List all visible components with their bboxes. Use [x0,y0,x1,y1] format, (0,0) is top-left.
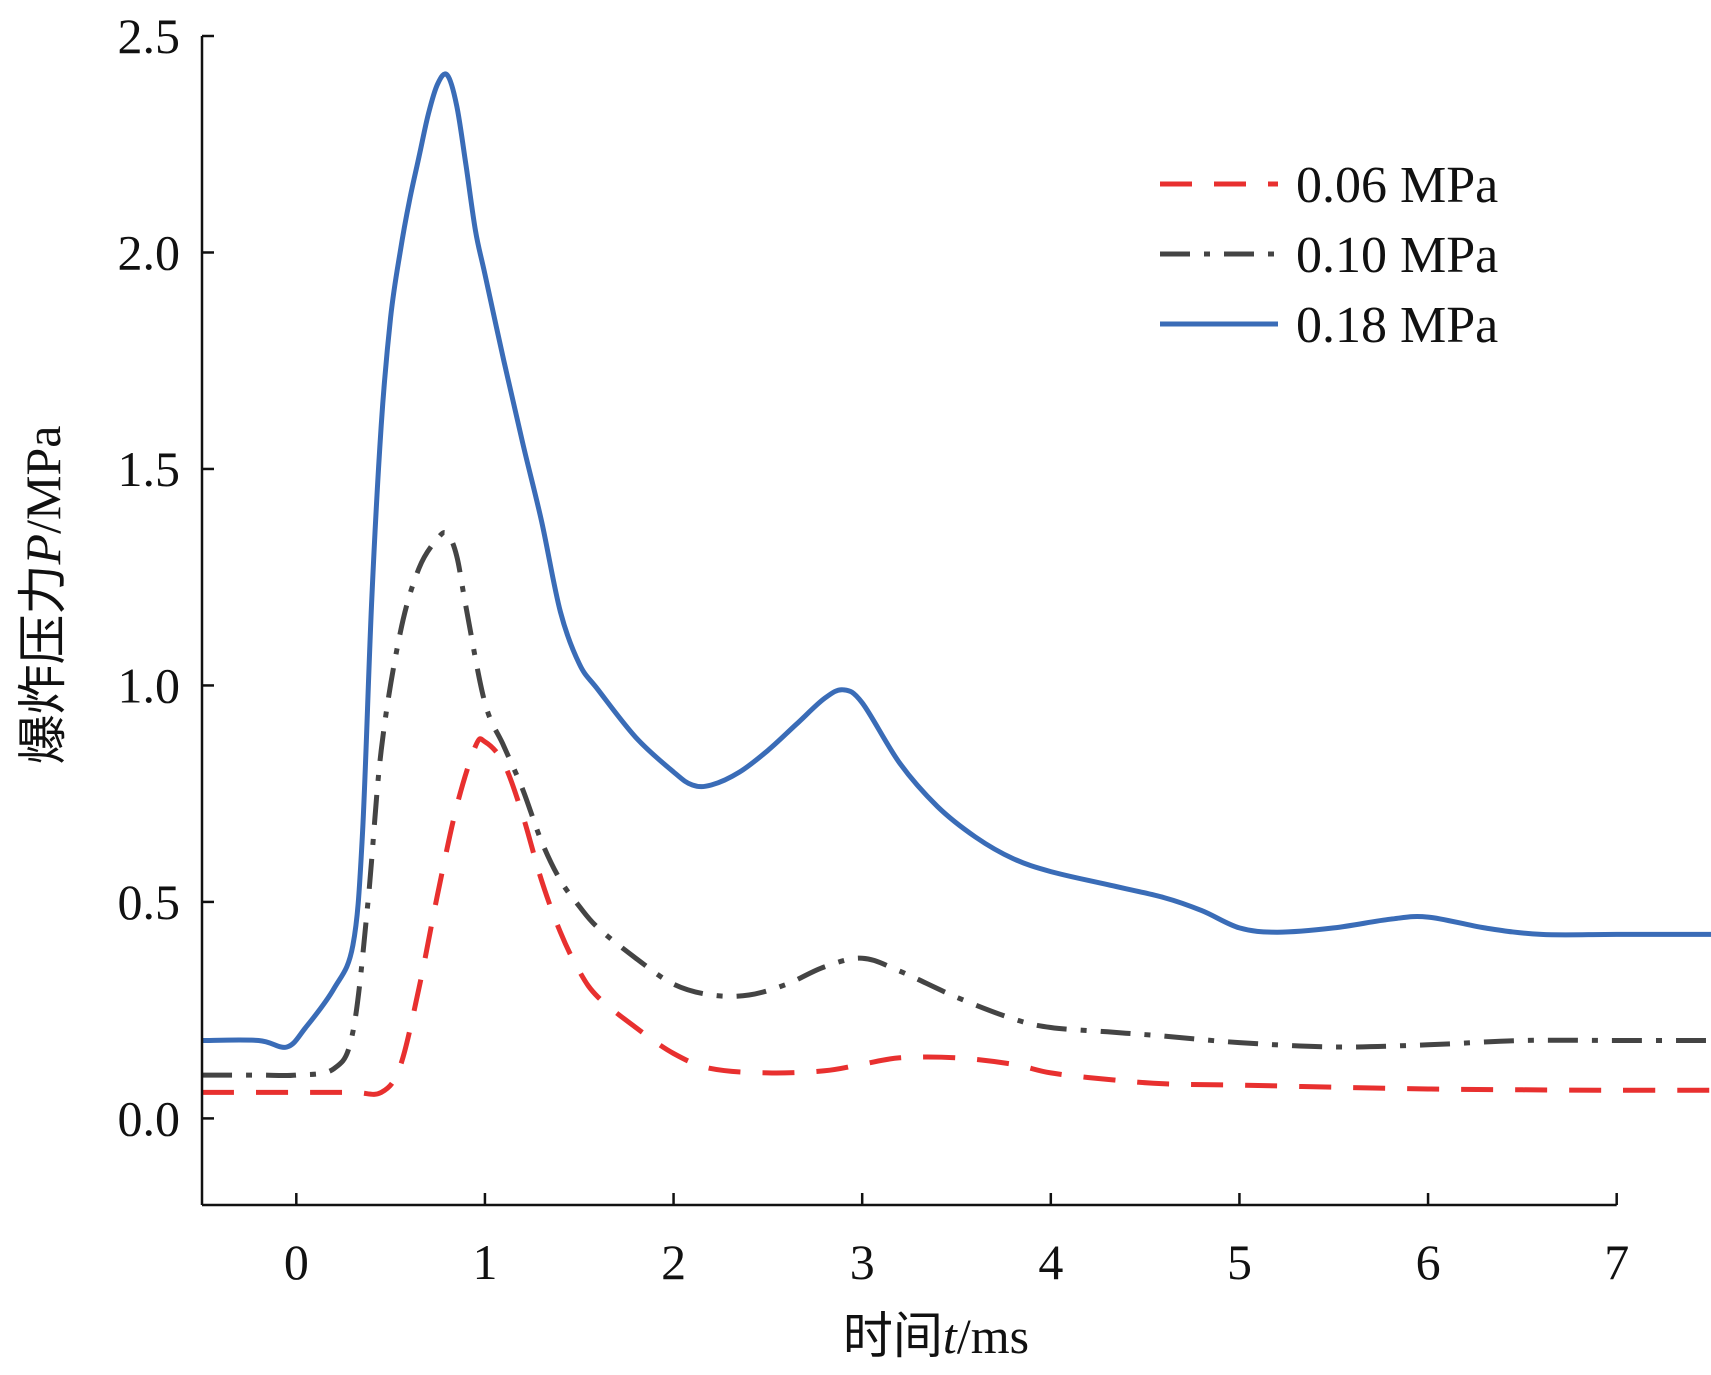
series-line-0-10-mpa [201,529,1711,1079]
axes: 0.0 0.5 1.0 1.5 2.0 2.5 0 1 2 3 4 5 6 7 [118,8,1630,1290]
y-tick-label: 0.0 [118,1090,181,1146]
y-tick-label: 0.5 [118,874,181,930]
series-line-0-06-mpa [202,736,1711,1097]
x-axis-title: 时间t/ms [843,1307,1029,1365]
x-tick-label: 2 [661,1234,686,1290]
x-axis-title-variable: t [943,1308,958,1364]
legend: 0.06 MPa 0.10 MPa 0.18 MPa [1160,157,1498,354]
legend-label: 0.10 MPa [1296,227,1498,284]
y-axis-title: 爆炸压力P/MPa [14,426,72,765]
y-tick-label: 2.0 [118,224,181,280]
x-axis-title-prefix: 时间 [843,1307,943,1365]
x-tick-label: 7 [1604,1234,1629,1290]
x-tick-label: 1 [472,1234,497,1290]
y-tick-label: 1.5 [118,441,181,497]
x-tick-label: 4 [1038,1234,1063,1290]
y-tick-label: 1.0 [118,657,181,713]
series-layer [201,71,1711,1097]
y-ticks: 0.0 0.5 1.0 1.5 2.0 2.5 [118,8,214,1146]
legend-label: 0.06 MPa [1296,157,1498,214]
legend-label: 0.18 MPa [1296,297,1498,354]
y-axis-title-unit: /MPa [15,426,71,534]
series-line-0-18-mpa [201,71,1711,1050]
x-tick-label: 0 [284,1234,309,1290]
y-tick-label: 2.5 [118,8,181,64]
x-axis-title-unit: /ms [957,1308,1029,1364]
x-tick-label: 5 [1227,1234,1252,1290]
x-tick-label: 3 [850,1234,875,1290]
y-axis-title-prefix: 爆炸压力 [14,564,72,764]
x-ticks: 0 1 2 3 4 5 6 7 [284,1193,1629,1290]
x-tick-label: 6 [1416,1234,1441,1290]
y-axis-title-variable: P [15,534,71,566]
